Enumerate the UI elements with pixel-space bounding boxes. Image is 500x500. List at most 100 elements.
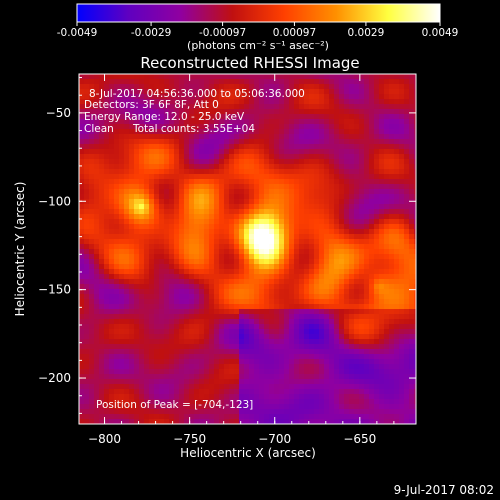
heatmap-cell xyxy=(84,254,90,260)
heatmap-cell xyxy=(379,304,385,310)
heatmap-cell xyxy=(79,279,85,285)
heatmap-cell xyxy=(124,284,130,290)
heatmap-cell xyxy=(294,259,300,265)
heatmap-cell xyxy=(259,199,265,205)
heatmap-cell xyxy=(279,349,285,355)
heatmap-cell xyxy=(99,289,105,295)
heatmap-cell xyxy=(184,254,190,260)
heatmap-cell xyxy=(114,174,120,180)
heatmap-cell xyxy=(104,259,110,265)
heatmap-cell xyxy=(89,364,95,370)
heatmap-cell xyxy=(414,334,416,340)
heatmap-cell xyxy=(269,339,275,345)
heatmap-cell xyxy=(149,284,155,290)
heatmap-cell xyxy=(319,334,325,340)
heatmap-cell xyxy=(254,404,260,410)
heatmap-cell xyxy=(269,154,275,160)
heatmap-cell xyxy=(324,394,330,400)
heatmap-cell xyxy=(169,379,175,385)
heatmap-cell xyxy=(229,294,235,300)
heatmap-cell xyxy=(194,289,200,295)
heatmap-cell xyxy=(264,129,270,135)
heatmap-cell xyxy=(384,104,390,110)
heatmap-cell xyxy=(379,299,385,305)
heatmap-cell xyxy=(224,184,230,190)
heatmap-cell xyxy=(179,109,185,115)
heatmap-cell xyxy=(189,174,195,180)
heatmap-cell xyxy=(249,164,255,170)
heatmap-cell xyxy=(144,339,150,345)
heatmap-cell xyxy=(229,314,235,320)
colorbar-tick-label: 0.0029 xyxy=(348,27,385,39)
heatmap-cell xyxy=(299,174,305,180)
heatmap-cell xyxy=(109,389,115,395)
heatmap-cell xyxy=(324,124,330,130)
heatmap-cell xyxy=(169,119,175,125)
heatmap-cell xyxy=(179,234,185,240)
heatmap-cell xyxy=(194,404,200,410)
heatmap-cell xyxy=(274,109,280,115)
heatmap-cell xyxy=(149,349,155,355)
heatmap-cell xyxy=(254,309,260,315)
heatmap-cell xyxy=(299,349,305,355)
heatmap-cell xyxy=(344,114,350,120)
heatmap-cell xyxy=(274,384,280,390)
heatmap-cell xyxy=(344,284,350,290)
heatmap-cell xyxy=(334,174,340,180)
heatmap-cell xyxy=(159,224,165,230)
heatmap-cell xyxy=(184,154,190,160)
heatmap-cell xyxy=(169,109,175,115)
heatmap-cell xyxy=(174,144,180,150)
heatmap-cell xyxy=(409,234,415,240)
heatmap-cell xyxy=(194,174,200,180)
heatmap-cell xyxy=(304,209,310,215)
heatmap-cell xyxy=(374,289,380,295)
heatmap-cell xyxy=(339,309,345,315)
heatmap-cell xyxy=(334,184,340,190)
heatmap-cell xyxy=(164,414,170,420)
heatmap-cell xyxy=(364,379,370,385)
heatmap-cell xyxy=(254,129,260,135)
heatmap-cell xyxy=(284,154,290,160)
heatmap-cell xyxy=(289,199,295,205)
heatmap-cell xyxy=(284,159,290,165)
heatmap-cell xyxy=(324,409,330,415)
heatmap-cell xyxy=(344,369,350,375)
heatmap-cell xyxy=(129,159,135,165)
heatmap-cell xyxy=(339,409,345,415)
heatmap-cell xyxy=(259,144,265,150)
heatmap-cell xyxy=(304,149,310,155)
heatmap-cell xyxy=(354,384,360,390)
heatmap-cell xyxy=(404,119,410,125)
heatmap-cell xyxy=(84,219,90,225)
heatmap-cell xyxy=(184,204,190,210)
heatmap-cell xyxy=(94,279,100,285)
heatmap-cell xyxy=(389,134,395,140)
heatmap-cell xyxy=(324,114,330,120)
heatmap-cell xyxy=(284,389,290,395)
heatmap-cell xyxy=(89,304,95,310)
heatmap-cell xyxy=(149,89,155,95)
heatmap-cell xyxy=(334,334,340,340)
heatmap-cell xyxy=(99,384,105,390)
heatmap-cell xyxy=(369,79,375,85)
heatmap-cell xyxy=(89,79,95,85)
heatmap-cell xyxy=(359,189,365,195)
heatmap-cell xyxy=(129,144,135,150)
heatmap-cell xyxy=(99,169,105,175)
heatmap-cell xyxy=(224,199,230,205)
heatmap-cell xyxy=(99,179,105,185)
heatmap-cell xyxy=(334,279,340,285)
y-axis-label: Heliocentric Y (arcsec) xyxy=(13,182,27,317)
heatmap-cell xyxy=(254,399,260,405)
heatmap-cell xyxy=(224,229,230,235)
heatmap-cell xyxy=(344,314,350,320)
heatmap-cell xyxy=(354,394,360,400)
heatmap-cell xyxy=(334,129,340,135)
heatmap-cell xyxy=(394,194,400,200)
heatmap-cell xyxy=(324,134,330,140)
heatmap-cell xyxy=(314,144,320,150)
heatmap-cell xyxy=(244,139,250,145)
heatmap-cell xyxy=(114,94,120,100)
heatmap-cell xyxy=(169,384,175,390)
